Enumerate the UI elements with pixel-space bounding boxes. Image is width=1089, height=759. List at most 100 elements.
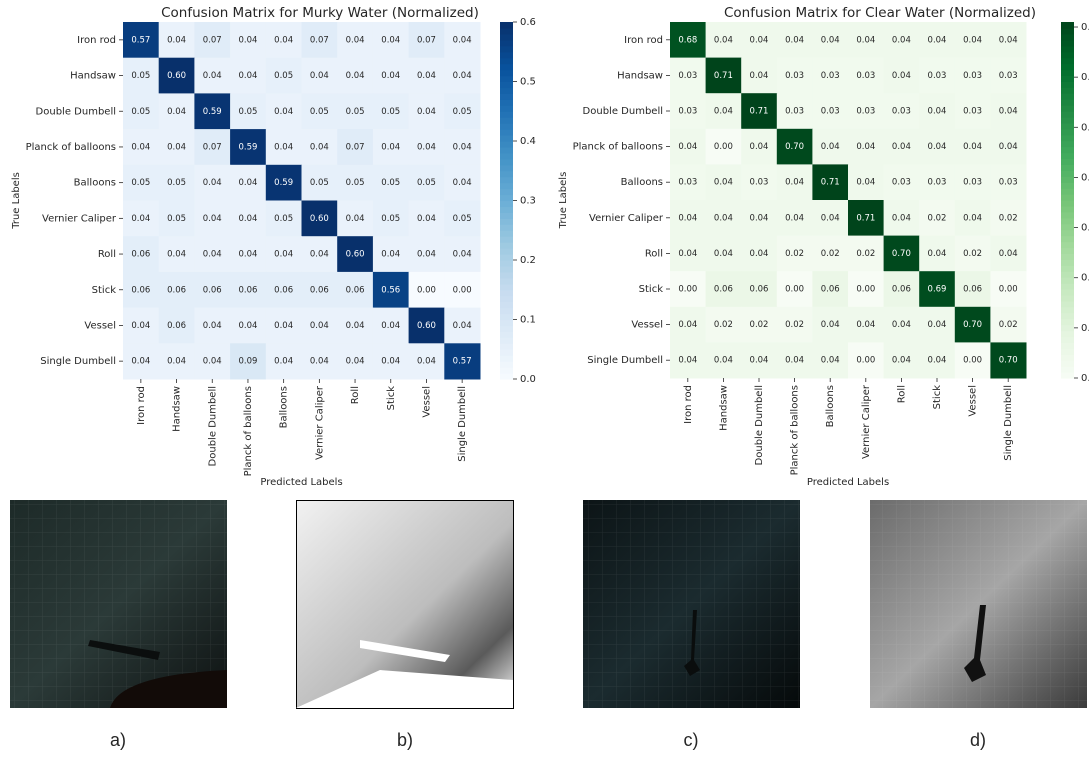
- colorbar-segment: [1061, 81, 1074, 88]
- cell-label: 0.04: [963, 142, 982, 152]
- cell-label: 0.04: [821, 356, 840, 366]
- x-tick-label: Vessel: [968, 385, 979, 417]
- cell-label: 0.04: [238, 250, 257, 260]
- colorbar-segment: [500, 265, 513, 273]
- cell-label: 0.04: [963, 213, 982, 223]
- cell-label: 0.04: [453, 321, 472, 331]
- colorbar-segment: [500, 277, 513, 285]
- photos: [10, 500, 1087, 709]
- heatmap-cell: [301, 57, 338, 94]
- cell-label: 0.04: [892, 71, 911, 81]
- cell-label: 0.04: [785, 35, 804, 45]
- cell-label: 0.05: [274, 214, 293, 224]
- heatmap-cell: [372, 343, 410, 380]
- cell-label: 0.04: [131, 214, 150, 224]
- cell-label: 0.60: [167, 71, 186, 81]
- cell-label: 0.04: [785, 356, 804, 366]
- cell-label: 0.04: [928, 35, 947, 45]
- colorbar-segment: [1061, 217, 1074, 225]
- cell-label: 0.04: [238, 178, 257, 188]
- cell-label: 0.05: [453, 214, 472, 224]
- cell-label: 0.04: [892, 35, 911, 45]
- heatmap-cell: [301, 307, 338, 344]
- cell-label: 0.03: [678, 178, 697, 188]
- heatmap-cell: [954, 128, 991, 165]
- colorbar-segment: [1061, 105, 1074, 112]
- cell-label: 0.05: [453, 107, 472, 117]
- cell-label: 0.59: [238, 142, 257, 152]
- heatmap-cell: [408, 164, 445, 201]
- heatmap-cell: [158, 200, 195, 237]
- cell-label: 0.04: [381, 321, 400, 331]
- heatmap-cell: [337, 307, 374, 344]
- heatmap-cell: [194, 93, 231, 130]
- heatmap-cell: [301, 271, 338, 309]
- heatmap-cell: [705, 93, 742, 130]
- heatmap-cell: [883, 235, 920, 272]
- cell-label: 0.03: [892, 107, 911, 117]
- colorbar-segment: [1061, 300, 1074, 308]
- heatmap-cell: [444, 236, 481, 273]
- cell-label: 0.06: [714, 285, 733, 295]
- heatmap-cell: [848, 128, 885, 165]
- heatmap-cell: [408, 22, 445, 59]
- heatmap-cell: [741, 93, 778, 130]
- colorbar-segment: [1061, 271, 1074, 278]
- heatmap-cell: [230, 236, 267, 273]
- heatmap-cell: [741, 57, 778, 94]
- cell-label: 0.03: [821, 107, 840, 117]
- cell-label: 0.04: [785, 178, 804, 188]
- colorbar-segment: [500, 111, 513, 118]
- heatmap-cell: [705, 200, 742, 237]
- cell-label: 0.56: [381, 285, 400, 295]
- y-tick-label: Vessel: [84, 320, 116, 331]
- colorbar-segment: [500, 146, 513, 154]
- y-tick-label: Planck of balloons: [573, 142, 663, 153]
- cell-label: 0.04: [310, 71, 329, 81]
- cell-label: 0.04: [274, 142, 293, 152]
- heatmap: Confusion Matrix for Clear Water (Normal…: [558, 5, 1089, 488]
- heatmap-cell: [670, 200, 707, 237]
- heatmap-cell: [883, 164, 920, 201]
- colorbar-segment: [500, 129, 513, 136]
- cell-label: 0.04: [417, 142, 436, 152]
- heatmap-cell: [265, 164, 302, 201]
- colorbar-segment: [500, 331, 513, 338]
- colorbar-tick-label: 0.1: [520, 315, 536, 326]
- cell-label: 0.03: [856, 71, 875, 81]
- heatmap-cell: [372, 200, 410, 237]
- cell-label: 0.00: [417, 285, 436, 295]
- x-tick-label: Stick: [386, 386, 397, 411]
- y-axis-label: True Labels: [558, 172, 569, 230]
- cell-label: 0.00: [678, 285, 697, 295]
- cell-label: 0.04: [238, 214, 257, 224]
- heatmap-cell: [123, 200, 160, 237]
- heatmap-cell: [372, 129, 410, 166]
- heatmap-cell: [194, 200, 231, 237]
- heatmap-cell: [741, 342, 778, 379]
- heatmap-cell: [123, 164, 160, 201]
- colorbar-segment: [1061, 33, 1074, 41]
- colorbar-segment: [500, 295, 513, 303]
- cell-label: 0.04: [274, 250, 293, 260]
- cell-label: 0.07: [346, 142, 365, 152]
- colorbar-segment: [500, 170, 513, 178]
- cell-label: 0.04: [892, 356, 911, 366]
- heatmap-cell: [158, 129, 195, 166]
- heatmap-cell: [812, 271, 849, 308]
- colorbar-segment: [500, 343, 513, 350]
- heatmap-cell: [670, 235, 707, 272]
- cell-label: 0.69: [928, 285, 947, 295]
- heatmap-cell: [158, 22, 195, 59]
- heatmap-cell: [372, 57, 410, 94]
- cell-label: 0.60: [417, 321, 436, 331]
- x-tick-label: Double Dumbell: [754, 385, 765, 465]
- heatmap-cell: [337, 236, 374, 273]
- cell-label: 0.04: [346, 35, 365, 45]
- colorbar-segment: [1061, 188, 1074, 195]
- cell-label: 0.04: [892, 320, 911, 330]
- heatmap-cell: [265, 271, 302, 309]
- heatmap-cell: [848, 271, 885, 308]
- heatmap-cell: [337, 271, 374, 309]
- cell-label: 0.04: [678, 213, 697, 223]
